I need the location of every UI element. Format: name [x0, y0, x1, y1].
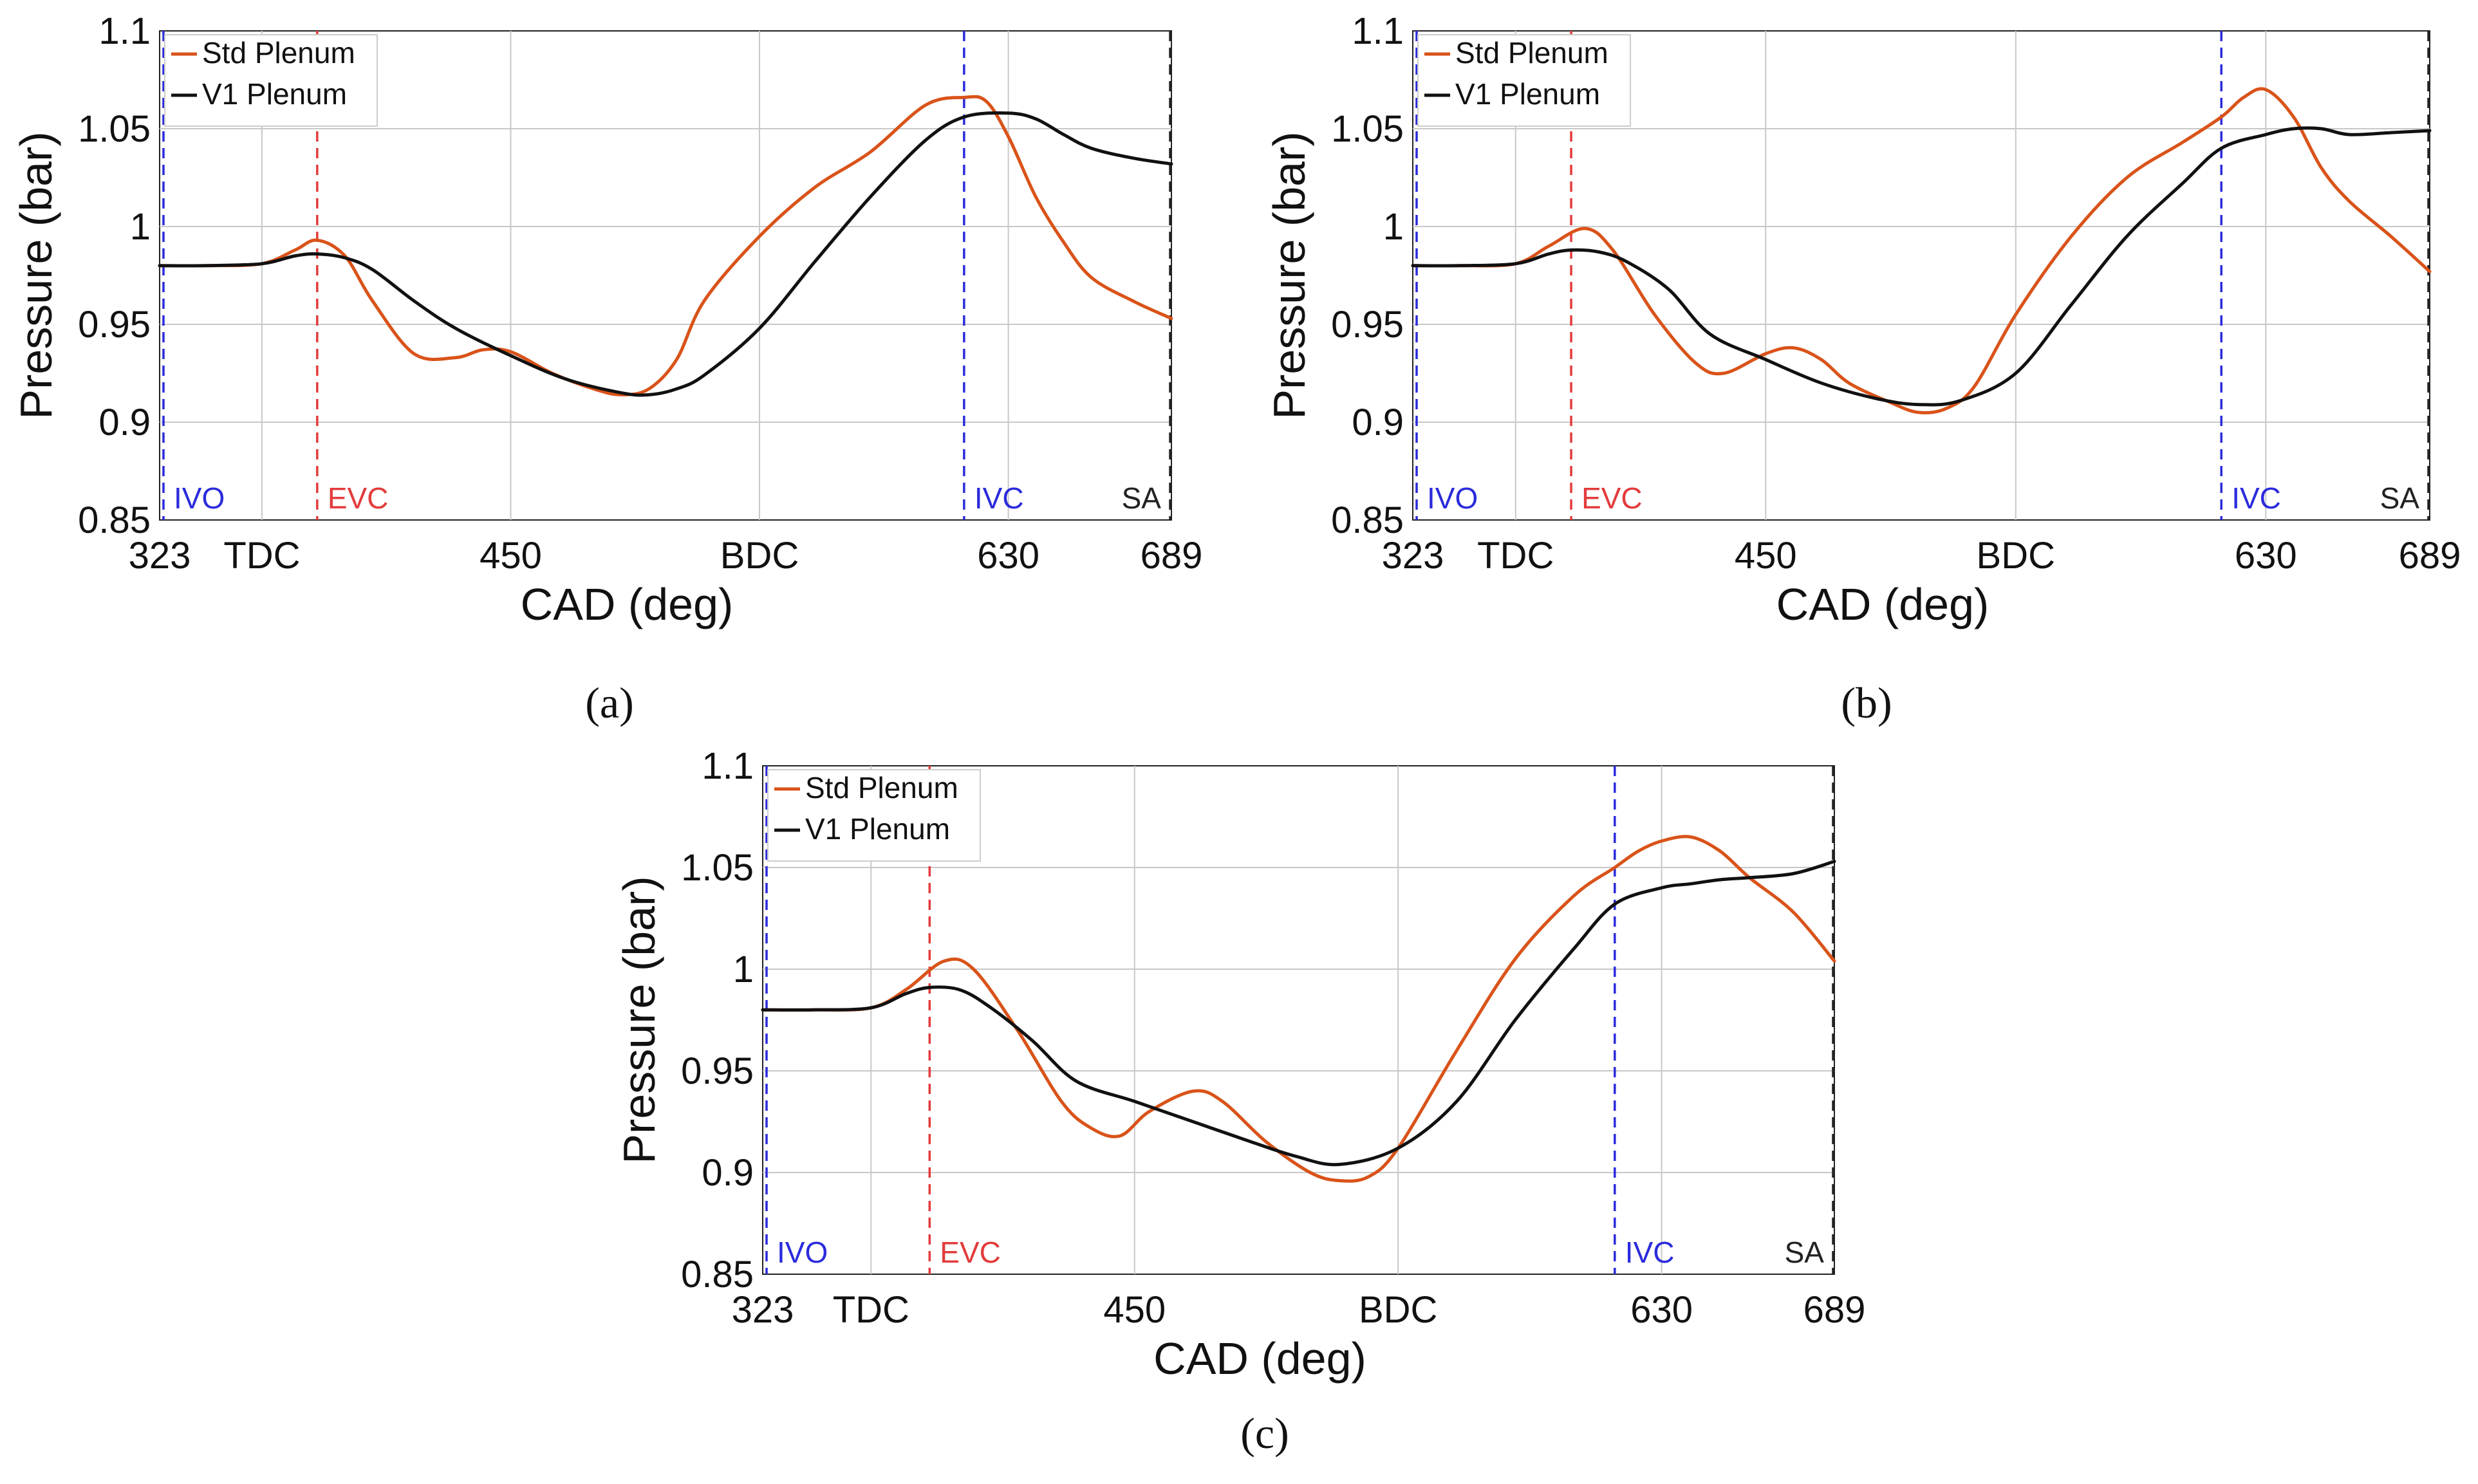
series-line-std-plenum — [1411, 87, 2432, 414]
x-tick-label: 323 — [1382, 535, 1444, 577]
x-tick-label: BDC — [720, 535, 799, 577]
series-line-std-plenum — [761, 835, 1836, 1183]
y-tick-label: 1.05 — [1331, 108, 1404, 150]
legend-entry: V1 Plenum — [805, 812, 950, 846]
x-tick-label: TDC — [223, 535, 300, 577]
chart-panel-a: 0.85 0.9 0.95 1 1.05 1.1 323 TDC 450 BDC 630 689 CAD… — [11, 10, 1202, 727]
x-axis-label: CAD (deg) — [521, 579, 734, 629]
legend-box — [767, 769, 981, 862]
series-line-v1-plenum — [761, 860, 1836, 1167]
y-tick-label: 1.1 — [1352, 10, 1404, 52]
y-tick-label: 0.9 — [1352, 402, 1404, 443]
legend-entry: V1 Plenum — [1455, 77, 1600, 111]
event-marker-label-ivc: IVC — [2231, 481, 2281, 515]
x-tick-label: 689 — [1141, 535, 1203, 577]
y-tick-label: 0.85 — [681, 1254, 754, 1295]
x-tick-label: 450 — [480, 535, 542, 577]
x-tick-label: 323 — [732, 1289, 794, 1331]
y-tick-label: 1 — [130, 206, 151, 248]
x-axis-label: CAD (deg) — [1153, 1333, 1366, 1384]
event-marker-label-ivo: IVO — [174, 481, 225, 515]
x-tick-label: BDC — [1359, 1289, 1437, 1331]
series-line-v1-plenum — [1411, 126, 2432, 407]
chart-panel-c: 0.85 0.9 0.95 1 1.05 1.1 323 TDC 450 BDC 630 689 CAD… — [614, 745, 1865, 1458]
y-tick-label: 0.95 — [681, 1050, 754, 1092]
series-line-std-plenum — [158, 95, 1173, 396]
panel-caption: (c) — [1240, 1409, 1289, 1458]
y-tick-label: 1.05 — [681, 847, 754, 889]
event-marker-label-sa: SA — [2380, 481, 2420, 515]
legend-entry: Std Plenum — [202, 36, 355, 70]
y-tick-label: 0.85 — [78, 499, 151, 541]
x-tick-label: TDC — [833, 1289, 909, 1331]
y-axis-label: Pressure (bar) — [1264, 131, 1314, 419]
y-tick-label: 0.9 — [702, 1152, 754, 1194]
x-tick-label: 630 — [2235, 535, 2297, 577]
x-tick-label: 323 — [129, 535, 191, 577]
chart-panel-b: 0.85 0.9 0.95 1 1.05 1.1 323 TDC 450 BDC 630 689 CAD… — [1264, 10, 2461, 727]
x-tick-label: BDC — [1977, 535, 2055, 577]
legend-entry: V1 Plenum — [202, 77, 347, 111]
event-marker-label-ivo: IVO — [1427, 481, 1478, 515]
event-marker-label-sa: SA — [1785, 1236, 1825, 1269]
y-tick-label: 1.1 — [702, 745, 754, 787]
x-tick-label: 450 — [1103, 1289, 1166, 1331]
legend-entry: Std Plenum — [1455, 36, 1608, 70]
y-tick-label: 0.95 — [1331, 304, 1404, 346]
panel-caption: (a) — [585, 678, 633, 727]
x-tick-label: 689 — [2399, 535, 2461, 577]
event-marker-label-ivc: IVC — [1625, 1236, 1675, 1269]
legend-box — [164, 34, 378, 127]
event-marker-label-evc: EVC — [1581, 481, 1643, 515]
legend-entry: Std Plenum — [805, 771, 958, 804]
x-tick-label: TDC — [1477, 535, 1554, 577]
legend-box — [1417, 34, 1631, 127]
event-marker-label-sa: SA — [1122, 481, 1162, 515]
y-tick-label: 1 — [1383, 206, 1404, 248]
panel-caption: (b) — [1841, 678, 1892, 727]
y-tick-label: 0.85 — [1331, 499, 1404, 541]
y-tick-label: 1.1 — [98, 10, 151, 52]
y-tick-label: 1.05 — [78, 108, 151, 150]
x-tick-label: 450 — [1735, 535, 1797, 577]
y-axis-label: Pressure (bar) — [614, 876, 664, 1164]
event-marker-label-evc: EVC — [328, 481, 389, 515]
y-axis-label: Pressure (bar) — [11, 131, 61, 419]
y-tick-label: 1 — [733, 949, 754, 990]
event-marker-label-ivc: IVC — [974, 481, 1024, 515]
x-tick-label: 689 — [1803, 1289, 1866, 1331]
event-marker-label-evc: EVC — [940, 1236, 1001, 1269]
x-tick-label: 630 — [977, 535, 1039, 577]
event-marker-label-ivo: IVO — [777, 1236, 828, 1269]
series-line-v1-plenum — [158, 111, 1173, 397]
y-tick-label: 0.95 — [78, 304, 151, 346]
y-tick-label: 0.9 — [98, 402, 151, 443]
x-tick-label: 630 — [1630, 1289, 1693, 1331]
x-axis-label: CAD (deg) — [1776, 579, 1989, 629]
